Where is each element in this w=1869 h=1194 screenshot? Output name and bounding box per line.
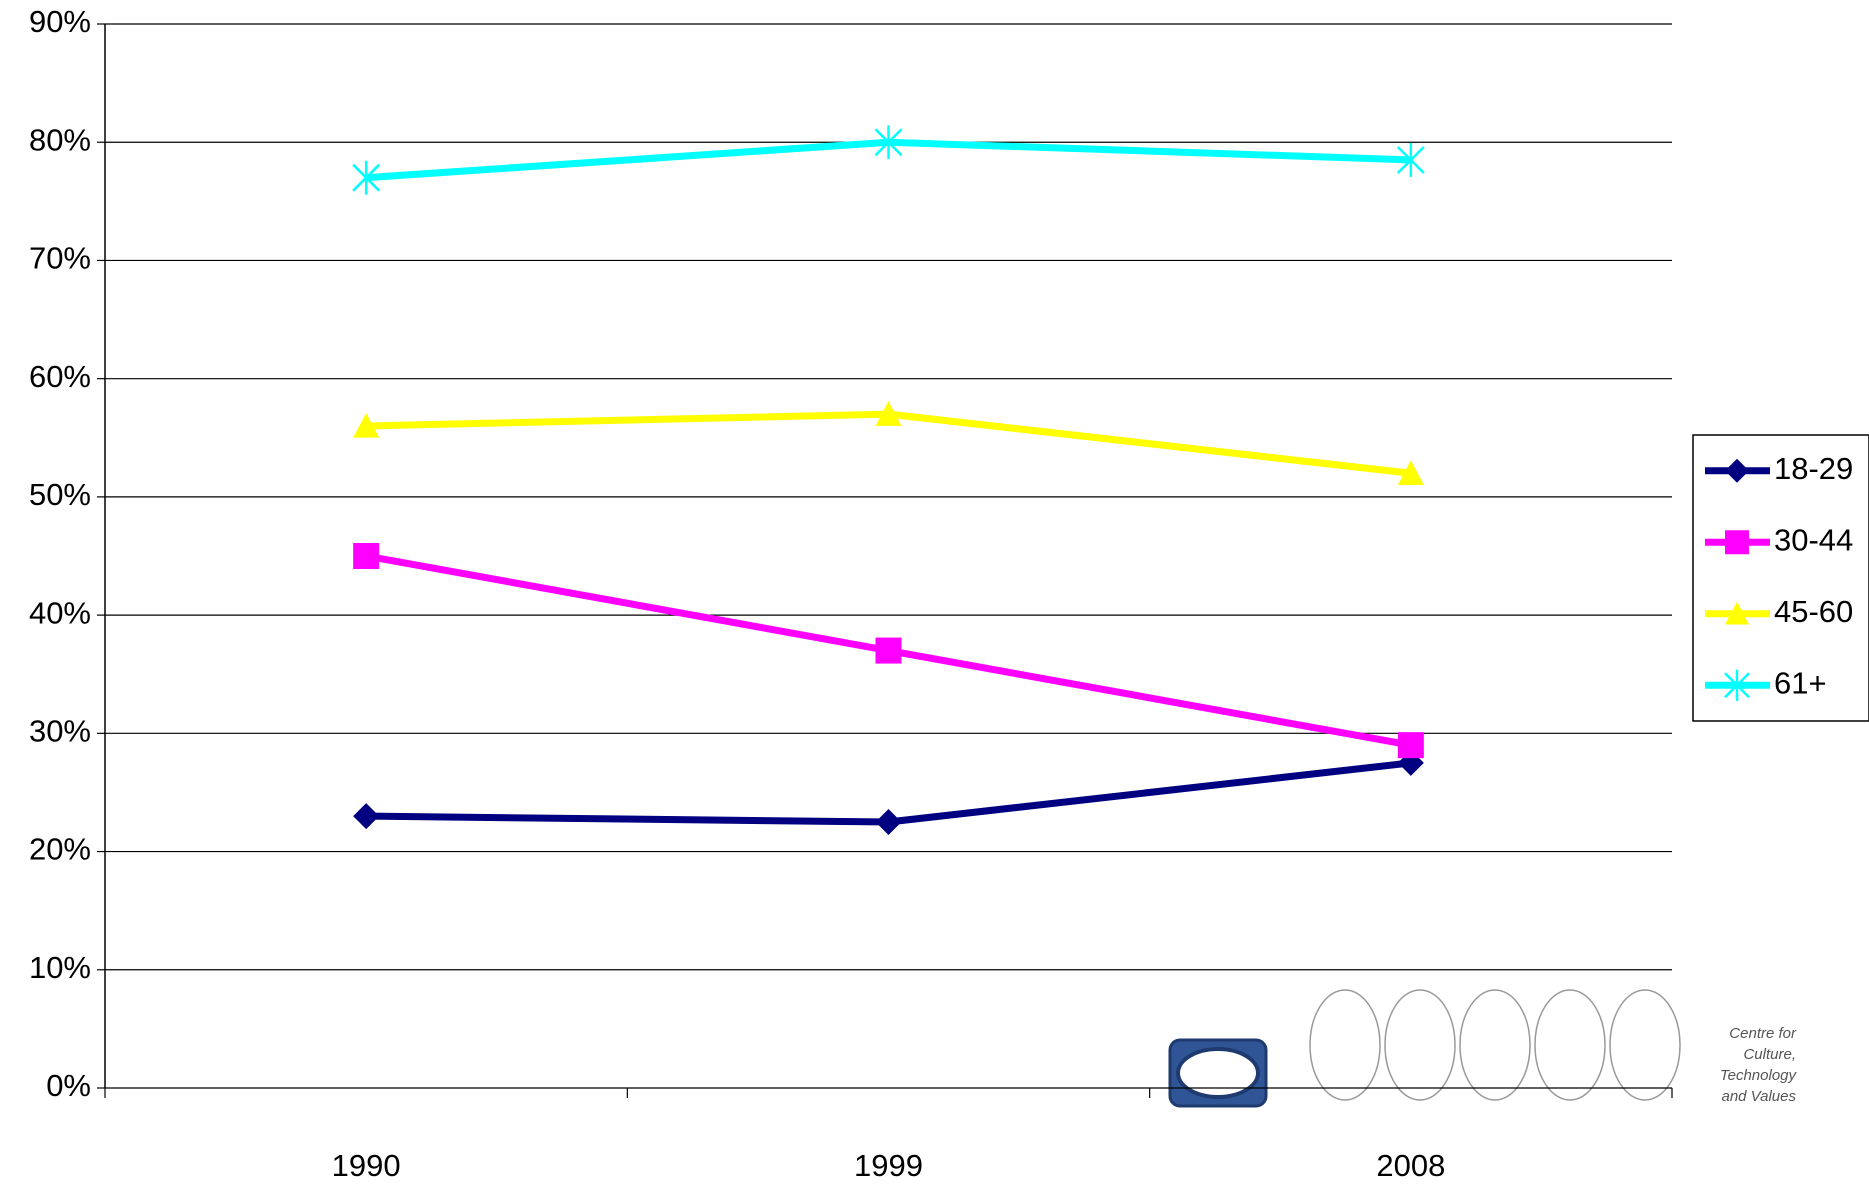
y-tick-label: 70% xyxy=(29,241,91,276)
marker xyxy=(1725,458,1749,483)
marker xyxy=(1725,601,1749,625)
legend-label: 30-44 xyxy=(1774,522,1853,557)
marker xyxy=(353,543,380,569)
marker xyxy=(875,401,902,426)
logo-loops xyxy=(1309,989,1681,1101)
logo-text: Technology xyxy=(1720,1067,1798,1084)
marker xyxy=(352,160,381,195)
y-tick-label: 20% xyxy=(29,832,91,867)
logo-text: Culture, xyxy=(1743,1046,1796,1063)
y-tick-label: 50% xyxy=(29,477,91,512)
marker xyxy=(1725,530,1749,555)
marker xyxy=(875,637,902,664)
y-tick-label: 60% xyxy=(29,359,91,394)
y-tick-label: 0% xyxy=(46,1068,91,1103)
y-tick-label: 30% xyxy=(29,714,91,749)
logo-text: and Values xyxy=(1721,1088,1796,1105)
legend-label: 18-29 xyxy=(1774,451,1853,486)
legend-label: 45-60 xyxy=(1774,594,1853,629)
legend-label: 61+ xyxy=(1774,665,1827,700)
marker xyxy=(1397,732,1424,759)
y-tick-label: 10% xyxy=(29,950,91,985)
logo-text: Centre for xyxy=(1729,1025,1797,1042)
marker xyxy=(875,809,902,835)
legend-box xyxy=(1692,434,1869,722)
marker xyxy=(353,412,380,438)
marker xyxy=(1396,143,1425,177)
marker xyxy=(874,125,903,160)
x-tick-label: 1990 xyxy=(332,1148,401,1183)
x-tick-label: 2008 xyxy=(1376,1148,1445,1183)
x-tick-label: 1999 xyxy=(854,1148,923,1183)
y-tick-label: 80% xyxy=(29,122,91,157)
marker xyxy=(1724,669,1750,701)
marker xyxy=(1397,460,1424,485)
y-tick-label: 90% xyxy=(29,4,91,39)
marker xyxy=(353,803,380,830)
logo-eye xyxy=(1176,1047,1260,1099)
logo: Centre for Culture, Technology and Value… xyxy=(1168,989,1798,1108)
y-tick-label: 40% xyxy=(29,595,91,630)
